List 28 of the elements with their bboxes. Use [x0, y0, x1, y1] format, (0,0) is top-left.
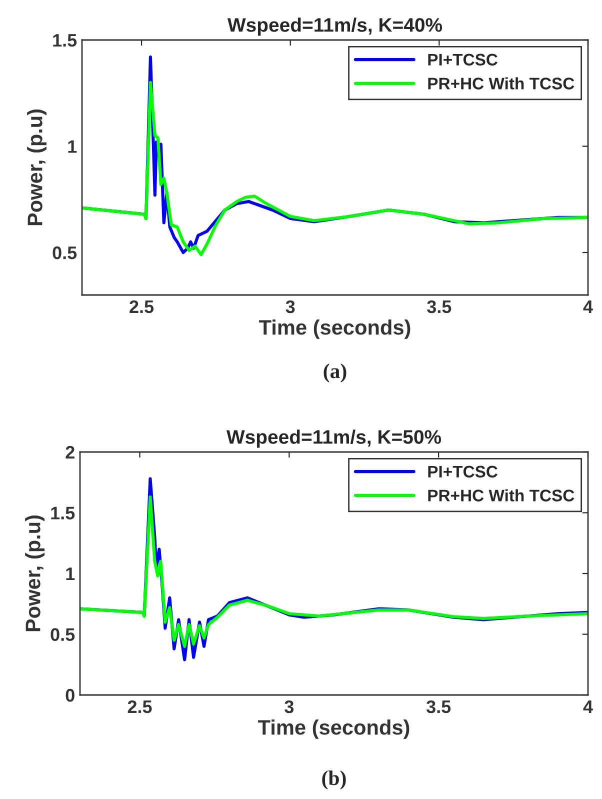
x-tick-label: 4: [583, 300, 593, 313]
y-tick-label: 1: [66, 568, 75, 580]
x-tick-label: 2.5: [130, 300, 154, 314]
y-axis-title: Power, (p.u): [25, 516, 44, 632]
y-tick-label: 1.5: [53, 34, 77, 47]
y-tick-label: 0.5: [52, 246, 77, 260]
y-tick-label: 0: [66, 688, 74, 702]
y-tick-label: 0.5: [50, 628, 75, 641]
x-axis-title: Time (seconds): [259, 319, 410, 339]
legend-label: PR+HC With TCSC: [428, 77, 574, 90]
x-tick-label: 2.5: [128, 700, 152, 714]
x-tick-label: 3: [284, 700, 294, 714]
legend-label: PI+TCSC: [428, 54, 498, 66]
legend-label: PI+TCSC: [428, 466, 498, 478]
y-tick-label: 1: [68, 140, 77, 153]
chart-title: Wspeed=11m/s, K=50%: [226, 430, 442, 448]
y-axis-title: Power, (p.u): [27, 110, 46, 226]
x-tick-label: 3.5: [426, 700, 451, 714]
legend-label: PR+HC With TCSC: [428, 489, 574, 502]
x-tick-label: 3: [286, 300, 295, 314]
x-tick-label: 4: [583, 700, 593, 713]
x-axis-title: Time (seconds): [258, 719, 410, 739]
text: (b): [322, 770, 346, 790]
x-tick-label: 3.5: [427, 300, 452, 314]
chart-title: Wspeed=11m/s, K=40%: [227, 18, 442, 36]
text: (a): [324, 364, 346, 382]
y-tick-label: 1.5: [51, 506, 75, 520]
y-tick-label: 2: [66, 446, 74, 459]
